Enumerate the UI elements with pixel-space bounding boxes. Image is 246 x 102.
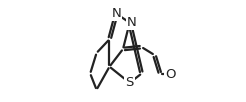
Text: N: N — [111, 7, 121, 20]
Text: S: S — [125, 76, 134, 89]
Text: N: N — [127, 16, 137, 29]
Text: O: O — [165, 68, 175, 80]
